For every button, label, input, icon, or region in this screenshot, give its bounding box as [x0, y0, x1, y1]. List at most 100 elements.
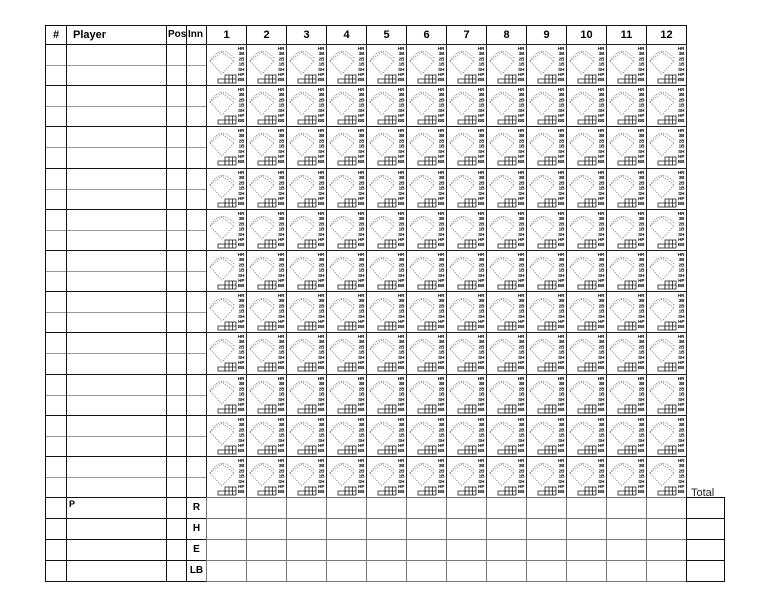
at-bat-cell[interactable]: HR 3B 2B 1B SH HP BB — [206, 291, 247, 334]
at-bat-cell[interactable]: HR 3B 2B 1B SH HP BB — [566, 332, 607, 375]
inning-cell[interactable] — [186, 332, 207, 375]
inning-cell[interactable] — [186, 291, 207, 334]
at-bat-cell[interactable]: HR 3B 2B 1B SH HP BB — [286, 250, 327, 293]
at-bat-cell[interactable]: HR 3B 2B 1B SH HP BB — [286, 167, 327, 210]
at-bat-cell[interactable]: HR 3B 2B 1B SH HP BB — [486, 291, 527, 334]
at-bat-cell[interactable]: HR 3B 2B 1B SH HP BB — [486, 373, 527, 416]
inning-total-R[interactable] — [446, 497, 487, 520]
at-bat-cell[interactable]: HR 3B 2B 1B SH HP BB — [646, 291, 687, 334]
at-bat-cell[interactable]: HR 3B 2B 1B SH HP BB — [246, 44, 287, 87]
at-bat-cell[interactable]: HR 3B 2B 1B SH HP BB — [246, 85, 287, 128]
at-bat-cell[interactable]: HR 3B 2B 1B SH HP BB — [606, 414, 647, 457]
at-bat-cell[interactable]: HR 3B 2B 1B SH HP BB — [326, 44, 367, 87]
pitcher-cell[interactable]: P — [66, 497, 167, 520]
at-bat-cell[interactable]: HR 3B 2B 1B SH HP BB — [566, 414, 607, 457]
at-bat-cell[interactable]: HR 3B 2B 1B SH HP BB — [286, 414, 327, 457]
at-bat-cell[interactable]: HR 3B 2B 1B SH HP BB — [206, 250, 247, 293]
at-bat-cell[interactable]: HR 3B 2B 1B SH HP BB — [526, 126, 567, 169]
at-bat-cell[interactable]: HR 3B 2B 1B SH HP BB — [406, 250, 447, 293]
inning-total-LB[interactable] — [526, 560, 567, 583]
position-cell[interactable] — [166, 44, 187, 87]
at-bat-cell[interactable]: HR 3B 2B 1B SH HP BB — [646, 414, 687, 457]
at-bat-cell[interactable]: HR 3B 2B 1B SH HP BB — [246, 291, 287, 334]
position-cell[interactable] — [166, 250, 187, 293]
at-bat-cell[interactable]: HR 3B 2B 1B SH HP BB — [606, 373, 647, 416]
at-bat-cell[interactable]: HR 3B 2B 1B SH HP BB — [246, 208, 287, 251]
player-cell[interactable] — [66, 250, 167, 293]
inning-total-H[interactable] — [526, 518, 567, 541]
at-bat-cell[interactable]: HR 3B 2B 1B SH HP BB — [206, 414, 247, 457]
inning-total-R[interactable] — [646, 497, 687, 520]
at-bat-cell[interactable]: HR 3B 2B 1B SH HP BB — [566, 208, 607, 251]
footer-position-cell[interactable] — [166, 497, 187, 520]
at-bat-cell[interactable]: HR 3B 2B 1B SH HP BB — [326, 456, 367, 499]
number-cell[interactable] — [45, 291, 67, 334]
position-cell[interactable] — [166, 291, 187, 334]
number-cell[interactable] — [45, 167, 67, 210]
at-bat-cell[interactable]: HR 3B 2B 1B SH HP BB — [486, 332, 527, 375]
at-bat-cell[interactable]: HR 3B 2B 1B SH HP BB — [406, 414, 447, 457]
inning-total-E[interactable] — [326, 539, 367, 562]
position-cell[interactable] — [166, 414, 187, 457]
at-bat-cell[interactable]: HR 3B 2B 1B SH HP BB — [446, 332, 487, 375]
inning-total-R[interactable] — [606, 497, 647, 520]
footer-position-cell[interactable] — [166, 560, 187, 583]
inning-total-R[interactable] — [366, 497, 407, 520]
at-bat-cell[interactable]: HR 3B 2B 1B SH HP BB — [526, 291, 567, 334]
at-bat-cell[interactable]: HR 3B 2B 1B SH HP BB — [486, 167, 527, 210]
at-bat-cell[interactable]: HR 3B 2B 1B SH HP BB — [486, 44, 527, 87]
at-bat-cell[interactable]: HR 3B 2B 1B SH HP BB — [606, 167, 647, 210]
inning-total-H[interactable] — [446, 518, 487, 541]
at-bat-cell[interactable]: HR 3B 2B 1B SH HP BB — [326, 126, 367, 169]
player-cell[interactable] — [66, 126, 167, 169]
position-cell[interactable] — [166, 456, 187, 499]
number-cell[interactable] — [45, 414, 67, 457]
inning-total-LB[interactable] — [446, 560, 487, 583]
position-cell[interactable] — [166, 126, 187, 169]
at-bat-cell[interactable]: HR 3B 2B 1B SH HP BB — [206, 456, 247, 499]
inning-total-R[interactable] — [206, 497, 247, 520]
at-bat-cell[interactable]: HR 3B 2B 1B SH HP BB — [646, 373, 687, 416]
at-bat-cell[interactable]: HR 3B 2B 1B SH HP BB — [366, 456, 407, 499]
at-bat-cell[interactable]: HR 3B 2B 1B SH HP BB — [606, 85, 647, 128]
inning-cell[interactable] — [186, 456, 207, 499]
number-cell[interactable] — [45, 456, 67, 499]
at-bat-cell[interactable]: HR 3B 2B 1B SH HP BB — [486, 85, 527, 128]
at-bat-cell[interactable]: HR 3B 2B 1B SH HP BB — [206, 208, 247, 251]
at-bat-cell[interactable]: HR 3B 2B 1B SH HP BB — [366, 373, 407, 416]
at-bat-cell[interactable]: HR 3B 2B 1B SH HP BB — [326, 85, 367, 128]
at-bat-cell[interactable]: HR 3B 2B 1B SH HP BB — [526, 373, 567, 416]
inning-total-E[interactable] — [566, 539, 607, 562]
at-bat-cell[interactable]: HR 3B 2B 1B SH HP BB — [646, 456, 687, 499]
at-bat-cell[interactable]: HR 3B 2B 1B SH HP BB — [606, 291, 647, 334]
at-bat-cell[interactable]: HR 3B 2B 1B SH HP BB — [606, 44, 647, 87]
inning-cell[interactable] — [186, 414, 207, 457]
inning-total-R[interactable] — [246, 497, 287, 520]
at-bat-cell[interactable]: HR 3B 2B 1B SH HP BB — [606, 456, 647, 499]
position-cell[interactable] — [166, 373, 187, 416]
at-bat-cell[interactable]: HR 3B 2B 1B SH HP BB — [326, 250, 367, 293]
at-bat-cell[interactable]: HR 3B 2B 1B SH HP BB — [526, 167, 567, 210]
at-bat-cell[interactable]: HR 3B 2B 1B SH HP BB — [566, 167, 607, 210]
at-bat-cell[interactable]: HR 3B 2B 1B SH HP BB — [566, 373, 607, 416]
player-cell[interactable] — [66, 208, 167, 251]
at-bat-cell[interactable]: HR 3B 2B 1B SH HP BB — [406, 85, 447, 128]
at-bat-cell[interactable]: HR 3B 2B 1B SH HP BB — [646, 332, 687, 375]
inning-total-E[interactable] — [486, 539, 527, 562]
inning-total-E[interactable] — [606, 539, 647, 562]
number-cell[interactable] — [45, 44, 67, 87]
at-bat-cell[interactable]: HR 3B 2B 1B SH HP BB — [246, 332, 287, 375]
inning-total-LB[interactable] — [486, 560, 527, 583]
inning-total-E[interactable] — [246, 539, 287, 562]
number-cell[interactable] — [45, 332, 67, 375]
at-bat-cell[interactable]: HR 3B 2B 1B SH HP BB — [566, 44, 607, 87]
number-cell[interactable] — [45, 208, 67, 251]
at-bat-cell[interactable]: HR 3B 2B 1B SH HP BB — [286, 373, 327, 416]
at-bat-cell[interactable]: HR 3B 2B 1B SH HP BB — [566, 126, 607, 169]
position-cell[interactable] — [166, 332, 187, 375]
at-bat-cell[interactable]: HR 3B 2B 1B SH HP BB — [446, 291, 487, 334]
inning-total-E[interactable] — [646, 539, 687, 562]
number-cell[interactable] — [45, 250, 67, 293]
at-bat-cell[interactable]: HR 3B 2B 1B SH HP BB — [566, 85, 607, 128]
inning-total-LB[interactable] — [286, 560, 327, 583]
